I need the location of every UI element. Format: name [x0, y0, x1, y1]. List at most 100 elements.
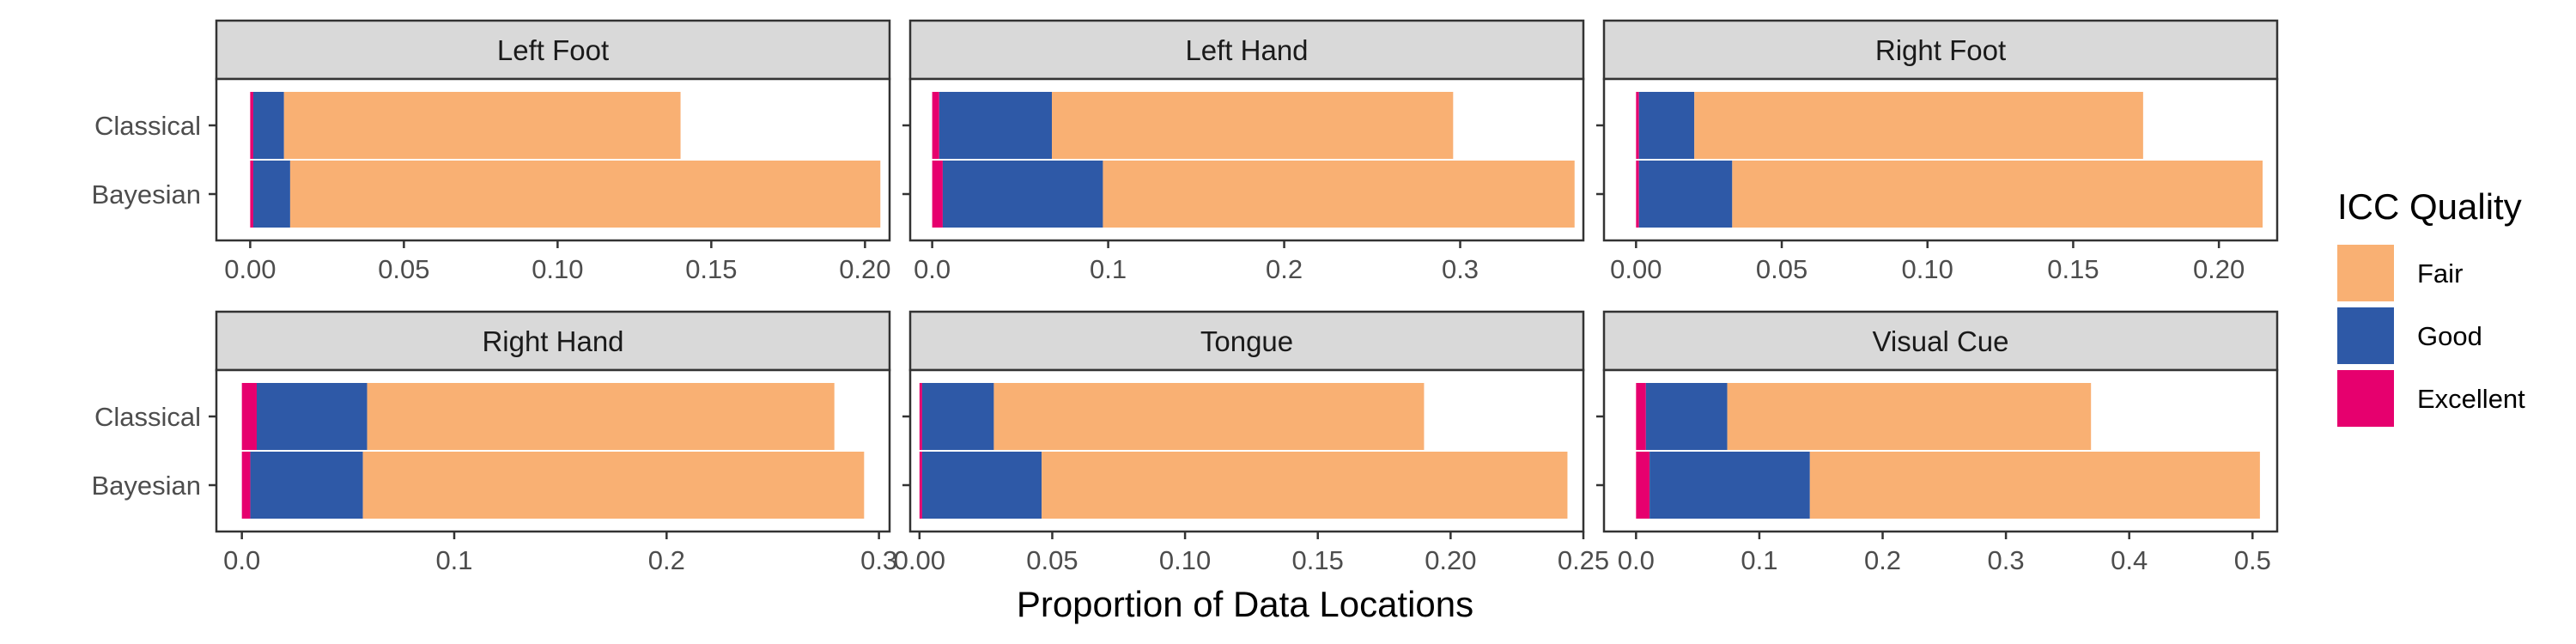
legend-key-fair — [2337, 245, 2394, 301]
bar-good-classical — [256, 383, 368, 450]
legend-entry-good: Good — [2337, 307, 2482, 364]
panel-strip — [215, 310, 891, 372]
bar-excellent-bayesian — [1636, 452, 1650, 519]
legend-label-fair: Fair — [2417, 258, 2463, 289]
bar-good-classical — [1645, 383, 1728, 450]
x-tick-label: 0.20 — [839, 254, 890, 284]
bar-excellent-bayesian — [919, 452, 922, 519]
panel-visual-cue: Visual Cue 0.0 0.1 0.2 0.3 0.4 0.5 — [1596, 310, 2279, 575]
legend-label-excellent: Excellent — [2417, 384, 2525, 414]
panel-left-hand: Left Hand 0.0 0.1 0.2 0.3 — [902, 19, 1585, 284]
panel-border — [1602, 77, 2279, 242]
x-tick-label: 0.3 — [1442, 254, 1479, 284]
bar-fair-classical — [283, 92, 681, 159]
panel-border — [908, 368, 1585, 533]
x-tick-label: 0.2 — [1266, 254, 1303, 284]
bar-excellent-classical — [250, 92, 253, 159]
bar-fair-classical — [1051, 92, 1454, 159]
panel-title: Visual Cue — [1873, 325, 2009, 357]
bar-excellent-classical — [932, 92, 939, 159]
bar-fair-bayesian — [362, 452, 865, 519]
bar-excellent-bayesian — [241, 452, 251, 519]
x-tick-label: 0.00 — [1610, 254, 1662, 284]
x-tick-label: 0.0 — [1618, 545, 1655, 575]
x-tick-label: 0.1 — [435, 545, 472, 575]
x-tick-label: 0.10 — [532, 254, 583, 284]
panel-title: Left Foot — [497, 34, 609, 66]
x-tick-label: 0.2 — [648, 545, 685, 575]
x-tick-label: 0.15 — [2047, 254, 2099, 284]
bar-good-bayesian — [1649, 452, 1810, 519]
panel-border — [215, 368, 891, 533]
x-tick-label: 0.05 — [378, 254, 429, 284]
bar-good-classical — [1638, 92, 1695, 159]
x-tick-label: 0.00 — [224, 254, 276, 284]
bar-excellent-classical — [241, 383, 257, 450]
bar-good-classical — [252, 92, 284, 159]
bar-excellent-bayesian — [250, 161, 253, 228]
bar-excellent-bayesian — [1636, 161, 1639, 228]
x-tick-label: 0.00 — [894, 545, 945, 575]
panel-strip — [908, 19, 1585, 81]
legend: ICC Quality Fair Good Excellent — [2337, 186, 2525, 427]
bar-good-classical — [921, 383, 994, 450]
panel-title: Tongue — [1200, 325, 1293, 357]
bar-excellent-classical — [1636, 92, 1639, 159]
legend-key-good — [2337, 307, 2394, 364]
panel-tongue: Tongue 0.00 0.05 0.10 0.15 0.20 0.25 — [894, 310, 1609, 575]
bar-fair-bayesian — [1103, 161, 1575, 228]
y-tick-label-bayesian: Bayesian — [91, 471, 201, 501]
panel-right-foot: Right Foot 0.00 0.05 0.10 0.15 0.20 — [1596, 19, 2279, 284]
x-tick-label: 0.1 — [1090, 254, 1127, 284]
bar-excellent-classical — [919, 383, 922, 450]
panel-border — [908, 77, 1585, 242]
x-tick-label: 0.15 — [685, 254, 737, 284]
bar-excellent-bayesian — [932, 161, 943, 228]
panel-left-foot: Left Foot 0.00 0.05 0.10 0.15 0.20 Classical Ba… — [91, 19, 891, 284]
bar-fair-bayesian — [1732, 161, 2263, 228]
x-tick-label: 0.4 — [2111, 545, 2148, 575]
bar-fair-bayesian — [1809, 452, 2260, 519]
bar-good-classical — [939, 92, 1052, 159]
x-tick-label: 0.10 — [1159, 545, 1211, 575]
x-tick-label: 0.15 — [1292, 545, 1344, 575]
bar-good-bayesian — [250, 452, 363, 519]
panel-right-hand: Right Hand 0.0 0.1 0.2 0.3 Classical Bayesian — [91, 310, 897, 575]
panel-strip — [1602, 310, 2279, 372]
legend-title: ICC Quality — [2337, 186, 2522, 227]
panel-strip — [215, 19, 891, 81]
legend-key-excellent — [2337, 370, 2394, 427]
x-tick-label: 0.20 — [2193, 254, 2245, 284]
y-tick-label-classical: Classical — [94, 402, 201, 432]
x-tick-label: 0.3 — [1988, 545, 2025, 575]
y-tick-label-bayesian: Bayesian — [91, 179, 201, 210]
x-tick-label: 0.05 — [1026, 545, 1078, 575]
bar-fair-classical — [1727, 383, 2092, 450]
bar-good-bayesian — [942, 161, 1103, 228]
chart-panels: Left Foot 0.00 0.05 0.10 0.15 0.20 Classical Ba… — [91, 19, 2279, 575]
y-tick-label-classical: Classical — [94, 111, 201, 141]
panel-strip — [1602, 19, 2279, 81]
bar-fair-classical — [367, 383, 835, 450]
panel-border — [215, 77, 891, 242]
bar-good-bayesian — [252, 161, 290, 228]
legend-entry-excellent: Excellent — [2337, 370, 2525, 427]
bar-excellent-classical — [1636, 383, 1646, 450]
x-axis-title: Proportion of Data Locations — [1017, 584, 1473, 624]
bar-fair-bayesian — [289, 161, 881, 228]
x-tick-label: 0.0 — [914, 254, 951, 284]
legend-label-good: Good — [2417, 321, 2482, 351]
bar-fair-classical — [1694, 92, 2143, 159]
x-tick-label: 0.1 — [1741, 545, 1777, 575]
panel-title: Left Hand — [1185, 34, 1308, 66]
panel-border — [1602, 368, 2279, 533]
bar-fair-classical — [993, 383, 1425, 450]
legend-entry-fair: Fair — [2337, 245, 2463, 301]
x-tick-label: 0.10 — [1902, 254, 1953, 284]
x-tick-label: 0.5 — [2234, 545, 2271, 575]
bar-good-bayesian — [1638, 161, 1733, 228]
x-tick-label: 0.0 — [223, 545, 260, 575]
panel-title: Right Hand — [482, 325, 623, 357]
bar-good-bayesian — [921, 452, 1042, 519]
